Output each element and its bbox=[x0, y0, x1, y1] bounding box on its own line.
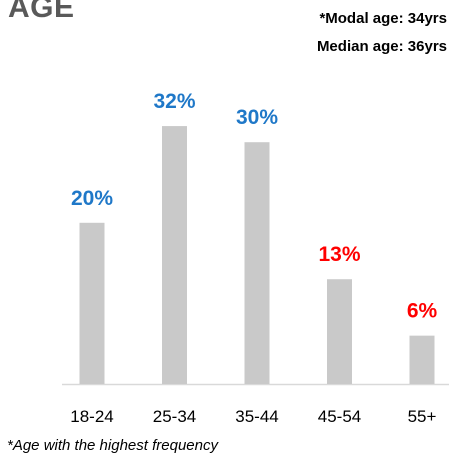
category-label-55+: 55+ bbox=[408, 407, 437, 426]
bar-25-34 bbox=[162, 126, 187, 384]
category-label-45-54: 45-54 bbox=[318, 407, 361, 426]
category-label-35-44: 35-44 bbox=[235, 407, 278, 426]
category-label-25-34: 25-34 bbox=[153, 407, 196, 426]
value-label-55+: 6% bbox=[407, 300, 438, 323]
value-label-45-54: 13% bbox=[318, 243, 360, 266]
median-age-note: Median age: 36yrs bbox=[316, 38, 447, 55]
value-label-25-34: 32% bbox=[153, 90, 195, 113]
value-label-35-44: 30% bbox=[236, 106, 278, 129]
chart-footnote: *Age with the highest frequency bbox=[7, 437, 218, 454]
bar-55+ bbox=[409, 335, 435, 384]
bar-35-44 bbox=[244, 142, 270, 384]
bar-45-54 bbox=[327, 279, 352, 384]
modal-age-note: *Modal age: 34yrs bbox=[319, 10, 447, 27]
bar-18-24 bbox=[79, 222, 105, 384]
value-label-18-24: 20% bbox=[71, 187, 113, 210]
chart-title: AGE bbox=[8, 0, 75, 24]
category-label-18-24: 18-24 bbox=[70, 407, 113, 426]
